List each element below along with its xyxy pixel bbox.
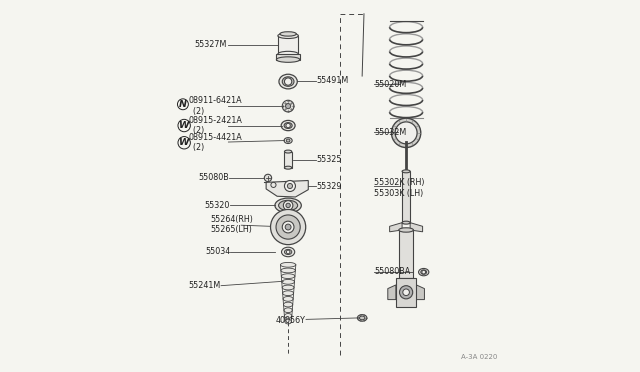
Ellipse shape <box>280 262 296 267</box>
Ellipse shape <box>276 57 300 62</box>
Ellipse shape <box>283 291 294 296</box>
Circle shape <box>395 122 417 144</box>
Ellipse shape <box>282 274 295 279</box>
Ellipse shape <box>278 51 298 57</box>
Text: 55241M: 55241M <box>189 281 221 290</box>
Ellipse shape <box>283 296 293 301</box>
Circle shape <box>392 118 420 148</box>
Circle shape <box>285 224 291 230</box>
Ellipse shape <box>282 279 294 284</box>
Circle shape <box>282 221 294 233</box>
Ellipse shape <box>284 150 292 153</box>
Ellipse shape <box>402 170 410 173</box>
Circle shape <box>271 182 276 187</box>
Text: 55491M: 55491M <box>316 76 349 85</box>
Text: 55320: 55320 <box>205 201 230 209</box>
Ellipse shape <box>284 138 292 144</box>
Circle shape <box>276 215 300 239</box>
Ellipse shape <box>360 316 365 320</box>
Text: A-3A 0220: A-3A 0220 <box>461 354 498 360</box>
Ellipse shape <box>284 123 292 128</box>
Circle shape <box>271 209 306 245</box>
Bar <box>278 36 298 54</box>
Ellipse shape <box>281 268 296 273</box>
Text: 55264(RH)
55265(LH): 55264(RH) 55265(LH) <box>210 215 253 234</box>
Polygon shape <box>410 223 422 232</box>
Ellipse shape <box>402 221 410 224</box>
Text: N: N <box>179 100 187 109</box>
Ellipse shape <box>284 249 292 254</box>
Text: 40056Y: 40056Y <box>275 316 305 326</box>
Text: 08911-6421A
  (2): 08911-6421A (2) <box>188 96 242 116</box>
Bar <box>396 278 417 307</box>
Ellipse shape <box>282 285 294 290</box>
Ellipse shape <box>282 77 294 86</box>
Ellipse shape <box>278 33 298 39</box>
Circle shape <box>403 289 410 296</box>
Circle shape <box>286 124 291 128</box>
Ellipse shape <box>275 198 301 213</box>
Ellipse shape <box>279 74 298 89</box>
Ellipse shape <box>282 247 294 257</box>
Bar <box>399 230 413 278</box>
Ellipse shape <box>284 166 292 169</box>
Ellipse shape <box>420 270 427 274</box>
Circle shape <box>264 174 271 182</box>
Bar <box>276 54 300 60</box>
Polygon shape <box>417 285 424 299</box>
Ellipse shape <box>284 314 292 318</box>
Text: 55325: 55325 <box>316 155 342 164</box>
Text: 55034: 55034 <box>205 247 230 256</box>
Circle shape <box>284 201 293 210</box>
Ellipse shape <box>357 315 367 321</box>
Circle shape <box>287 183 292 189</box>
Circle shape <box>399 286 413 299</box>
Text: 55080B: 55080B <box>199 173 230 182</box>
Bar <box>284 151 292 168</box>
Circle shape <box>284 180 296 192</box>
Text: 55302K (RH)
55303K (LH): 55302K (RH) 55303K (LH) <box>374 179 425 198</box>
Text: W: W <box>179 121 189 130</box>
Circle shape <box>422 270 426 274</box>
Ellipse shape <box>281 121 295 131</box>
Ellipse shape <box>285 319 291 324</box>
Circle shape <box>282 100 294 112</box>
Circle shape <box>285 103 291 109</box>
Polygon shape <box>388 285 396 299</box>
Text: W: W <box>179 138 189 147</box>
Bar <box>402 171 410 223</box>
Circle shape <box>284 78 292 85</box>
Ellipse shape <box>280 32 296 36</box>
Text: 55327M: 55327M <box>194 41 227 49</box>
Text: 08915-2421A
  (2): 08915-2421A (2) <box>188 116 242 135</box>
Text: 55080BA: 55080BA <box>374 267 410 276</box>
Ellipse shape <box>419 269 429 276</box>
Ellipse shape <box>286 139 290 142</box>
Circle shape <box>286 203 291 208</box>
Circle shape <box>286 250 290 254</box>
Polygon shape <box>390 223 402 232</box>
Ellipse shape <box>284 302 292 307</box>
Polygon shape <box>266 180 308 197</box>
Text: 08915-4421A
  (2): 08915-4421A (2) <box>188 133 242 153</box>
Text: 55032M: 55032M <box>374 128 406 137</box>
Ellipse shape <box>284 308 292 312</box>
Ellipse shape <box>278 200 298 211</box>
Text: 55329: 55329 <box>316 182 342 190</box>
Text: 55020M: 55020M <box>374 80 406 89</box>
Ellipse shape <box>399 228 413 232</box>
